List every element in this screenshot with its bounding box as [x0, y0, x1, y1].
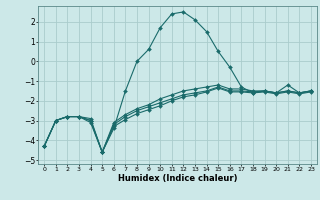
X-axis label: Humidex (Indice chaleur): Humidex (Indice chaleur) [118, 174, 237, 183]
